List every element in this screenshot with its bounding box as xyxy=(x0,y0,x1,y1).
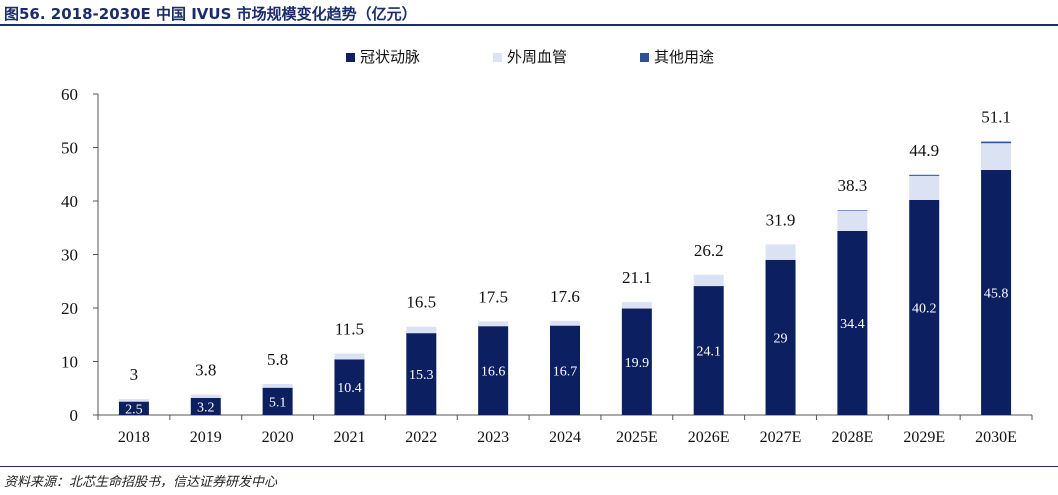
bar-segment-coronary xyxy=(478,326,509,415)
bar-segment-coronary xyxy=(765,259,796,415)
data-label-coronary: 16.6 xyxy=(481,365,506,380)
data-label-total: 38.3 xyxy=(838,176,868,195)
chart-labels: 2.5 3 3.2 3.8 5.1 5.8 10.4 11.5 15.3 16.5 16.6 17.5… xyxy=(125,108,1011,418)
legend-label-other: 其他用途 xyxy=(654,48,714,66)
bar-segment-coronary xyxy=(118,401,149,415)
bar-segment-other xyxy=(837,210,868,211)
x-tick-label: 2026E xyxy=(688,429,730,446)
y-tick-label: 50 xyxy=(61,139,78,158)
x-tick-label: 2030E xyxy=(975,429,1017,446)
bar-segment-peripheral xyxy=(262,383,293,388)
bar-segment-peripheral xyxy=(118,398,149,402)
y-tick-label: 60 xyxy=(61,85,78,104)
legend-label-coronary: 冠状动脉 xyxy=(360,48,420,66)
data-label-total: 16.5 xyxy=(406,293,436,312)
data-label-coronary: 5.1 xyxy=(269,395,287,410)
data-label-total: 44.9 xyxy=(909,141,939,160)
bar-segment-coronary xyxy=(981,169,1012,415)
x-tick-label: 2024 xyxy=(549,429,581,446)
data-label-total: 31.9 xyxy=(766,210,796,229)
ivus-market-chart: 冠状动脉 外周血管 其他用途 0 10 20 30 40 50 60 2018 2019 2020 20… xyxy=(61,48,1033,446)
bar-segment-peripheral xyxy=(693,274,724,287)
data-label-coronary: 29 xyxy=(774,331,788,346)
x-tick-label: 2027E xyxy=(760,429,802,446)
chart-bars xyxy=(118,141,1012,415)
bar-segment-other xyxy=(981,141,1012,144)
y-tick-label: 20 xyxy=(61,299,78,318)
x-tick-label: 2019 xyxy=(190,429,222,446)
bar-segment-coronary xyxy=(550,325,580,415)
data-label-total: 17.6 xyxy=(550,287,580,306)
x-tick-label: 2020 xyxy=(262,429,294,446)
bar-segment-peripheral xyxy=(190,394,221,398)
data-label-total: 3.8 xyxy=(195,361,216,380)
bar-segment-peripheral xyxy=(765,244,796,260)
data-label-total: 11.5 xyxy=(335,319,364,338)
data-label-coronary: 15.3 xyxy=(409,368,434,383)
bar-segment-coronary xyxy=(693,286,724,415)
bar-segment-peripheral xyxy=(621,302,652,309)
bar-segment-coronary xyxy=(262,387,293,415)
x-tick-label: 2018 xyxy=(118,429,150,446)
bar-segment-coronary xyxy=(190,397,221,415)
bar-segment-peripheral xyxy=(406,326,437,334)
legend-swatch-other xyxy=(640,53,649,62)
data-label-total: 17.5 xyxy=(478,287,508,306)
chart-legend: 冠状动脉 外周血管 其他用途 xyxy=(346,48,714,66)
data-label-coronary: 24.1 xyxy=(696,345,721,360)
title-divider xyxy=(0,24,1058,26)
data-label-coronary: 45.8 xyxy=(984,286,1009,301)
x-tick-label: 2023 xyxy=(477,429,509,446)
data-label-coronary: 40.2 xyxy=(912,301,937,316)
y-tick-label: 10 xyxy=(61,353,78,372)
bar-segment-peripheral xyxy=(981,143,1012,170)
bar-segment-other xyxy=(909,174,940,176)
data-label-total: 26.2 xyxy=(694,241,724,260)
data-label-coronary: 34.4 xyxy=(840,317,865,332)
data-label-total: 21.1 xyxy=(622,268,652,287)
bar-segment-peripheral xyxy=(550,320,580,326)
x-tick-label: 2021 xyxy=(333,429,365,446)
bar-segment-coronary xyxy=(406,333,437,415)
bar-segment-peripheral xyxy=(334,353,365,360)
chart-axes: 0 10 20 30 40 50 60 2018 2019 2020 2021 2022 2023 202… xyxy=(61,85,1033,446)
source-note: 资料来源：北芯生命招股书，信达证券研发中心 xyxy=(4,475,278,490)
bar-segment-coronary xyxy=(621,308,652,415)
data-label-coronary: 2.5 xyxy=(125,402,143,417)
data-label-coronary: 19.9 xyxy=(625,356,650,371)
data-label-total: 51.1 xyxy=(981,108,1011,127)
legend-swatch-peripheral xyxy=(493,53,502,62)
bar-segment-peripheral xyxy=(478,321,509,327)
bar-segment-coronary xyxy=(909,199,940,415)
data-label-total: 5.8 xyxy=(267,350,288,369)
legend-swatch-coronary xyxy=(346,53,355,62)
y-tick-label: 30 xyxy=(61,246,78,265)
footer-divider xyxy=(0,466,1058,467)
bar-segment-coronary xyxy=(837,230,868,415)
data-label-total: 3 xyxy=(130,365,139,384)
y-tick-label: 0 xyxy=(70,406,79,425)
figure-title: 图56. 2018-2030E 中国 IVUS 市场规模变化趋势（亿元） xyxy=(4,5,417,23)
data-label-coronary: 10.4 xyxy=(337,381,362,396)
x-tick-label: 2028E xyxy=(831,429,873,446)
bar-segment-coronary xyxy=(334,359,365,415)
legend-label-peripheral: 外周血管 xyxy=(507,48,567,66)
x-tick-label: 2022 xyxy=(405,429,437,446)
data-label-coronary: 3.2 xyxy=(197,400,215,415)
bar-segment-peripheral xyxy=(837,210,868,231)
x-tick-label: 2029E xyxy=(903,429,945,446)
x-tick-label: 2025E xyxy=(616,429,658,446)
data-label-coronary: 16.7 xyxy=(553,364,578,379)
bar-segment-peripheral xyxy=(909,175,940,200)
y-tick-label: 40 xyxy=(61,192,78,211)
